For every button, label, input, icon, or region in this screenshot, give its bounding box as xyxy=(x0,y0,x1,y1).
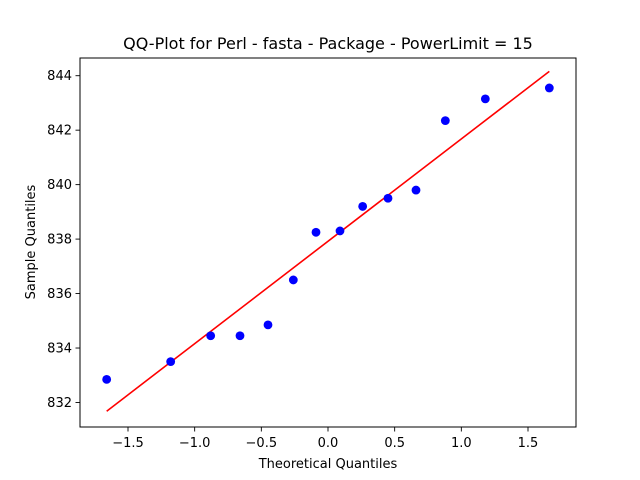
reference-line xyxy=(106,70,550,412)
data-point xyxy=(288,275,298,285)
y-tick-label: 842 xyxy=(47,124,72,139)
data-point xyxy=(411,185,421,195)
data-point xyxy=(311,227,321,237)
data-point xyxy=(544,83,554,93)
y-tick-label: 844 xyxy=(47,69,72,84)
y-axis: 832 834 836 838 840 842 844 xyxy=(47,69,80,411)
data-point xyxy=(383,193,393,203)
x-tick-label: 0.5 xyxy=(384,436,405,451)
y-tick-label: 834 xyxy=(47,342,72,357)
data-point xyxy=(166,357,176,367)
y-tick-label: 836 xyxy=(47,287,72,302)
x-tick-label: 0.0 xyxy=(318,436,339,451)
data-point xyxy=(263,320,273,330)
data-point xyxy=(235,331,245,341)
y-tick-label: 838 xyxy=(47,233,72,248)
data-point xyxy=(480,94,490,104)
y-tick-label: 832 xyxy=(47,396,72,411)
x-axis-label: Theoretical Quantiles xyxy=(258,457,398,472)
y-axis-label: Sample Quantiles xyxy=(24,184,39,299)
x-tick-label: −1.0 xyxy=(179,436,211,451)
y-tick-label: 840 xyxy=(47,178,72,193)
data-point xyxy=(335,226,345,236)
x-tick-label: 1.5 xyxy=(518,436,539,451)
chart-title: QQ-Plot for Perl - fasta - Package - Pow… xyxy=(123,34,533,53)
x-tick-label: −1.5 xyxy=(112,436,144,451)
x-tick-label: −0.5 xyxy=(246,436,278,451)
data-point xyxy=(358,202,368,211)
plot-marks xyxy=(102,70,554,412)
data-point xyxy=(102,374,112,384)
data-point xyxy=(206,331,216,341)
data-point xyxy=(440,116,450,126)
x-axis: −1.5 −1.0 −0.5 0.0 0.5 1.0 1.5 xyxy=(112,427,538,451)
x-tick-label: 1.0 xyxy=(451,436,472,451)
